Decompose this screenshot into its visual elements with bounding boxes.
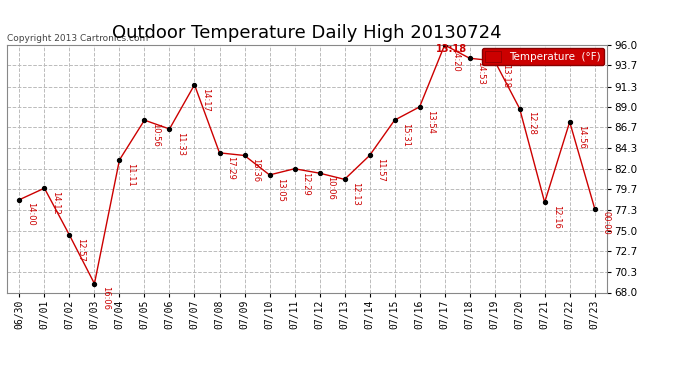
Point	[264, 172, 275, 178]
Point	[539, 200, 550, 206]
Text: 00:00: 00:00	[602, 211, 611, 235]
Point	[164, 126, 175, 132]
Text: 14:00: 14:00	[26, 202, 35, 226]
Point	[314, 170, 325, 176]
Point	[114, 157, 125, 163]
Point	[139, 117, 150, 123]
Point	[489, 58, 500, 64]
Point	[339, 176, 350, 182]
Point	[64, 232, 75, 238]
Text: 13:05: 13:05	[277, 178, 286, 202]
Point	[289, 166, 300, 172]
Point	[414, 104, 425, 110]
Text: 11:11: 11:11	[126, 163, 135, 186]
Point	[389, 117, 400, 123]
Text: 13:18: 13:18	[502, 64, 511, 88]
Text: 10:06: 10:06	[326, 176, 335, 200]
Point	[514, 106, 525, 112]
Text: 12:28: 12:28	[526, 111, 535, 135]
Text: 14:12: 14:12	[51, 191, 60, 215]
Text: 18:36: 18:36	[251, 158, 260, 182]
Text: 14:56: 14:56	[577, 124, 586, 148]
Text: 16:06: 16:06	[101, 286, 110, 310]
Text: 12:57: 12:57	[77, 238, 86, 262]
Point	[564, 119, 575, 125]
Text: 10:56: 10:56	[151, 123, 160, 147]
Text: 12:29: 12:29	[302, 171, 310, 195]
Text: Copyright 2013 Cartronics.com: Copyright 2013 Cartronics.com	[7, 33, 148, 42]
Point	[439, 42, 450, 48]
Text: 11:57: 11:57	[377, 158, 386, 182]
Text: 12:16: 12:16	[551, 205, 560, 229]
Text: 14:20: 14:20	[451, 48, 460, 72]
Text: 12:13: 12:13	[351, 182, 360, 206]
Text: 13:18: 13:18	[436, 44, 467, 54]
Point	[589, 206, 600, 212]
Point	[239, 153, 250, 159]
Point	[464, 55, 475, 61]
Text: 14:53: 14:53	[477, 61, 486, 85]
Text: 14:17: 14:17	[201, 87, 210, 111]
Text: 17:29: 17:29	[226, 156, 235, 180]
Text: 13:54: 13:54	[426, 110, 435, 134]
Legend: Temperature  (°F): Temperature (°F)	[482, 48, 604, 65]
Text: 15:31: 15:31	[402, 123, 411, 147]
Point	[14, 196, 25, 202]
Point	[39, 185, 50, 191]
Title: Outdoor Temperature Daily High 20130724: Outdoor Temperature Daily High 20130724	[112, 24, 502, 42]
Point	[364, 153, 375, 159]
Text: 11:33: 11:33	[177, 132, 186, 156]
Point	[214, 150, 225, 156]
Point	[89, 280, 100, 286]
Point	[189, 82, 200, 88]
